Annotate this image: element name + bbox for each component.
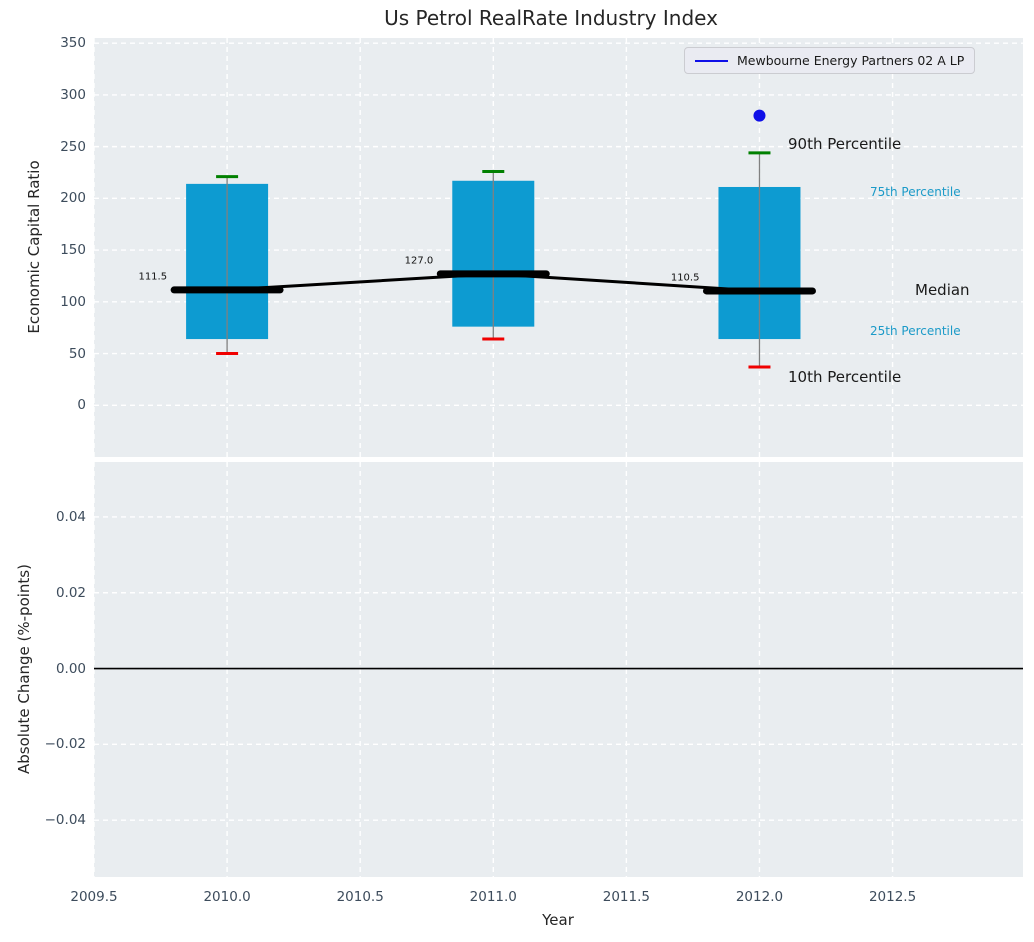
bottom-y-tick-label: 0.04 — [55, 508, 86, 525]
top-y-tick-label: 50 — [68, 345, 86, 362]
x-tick-label: 2011.0 — [469, 889, 517, 905]
legend: Mewbourne Energy Partners 02 A LP — [684, 47, 976, 74]
median-value-label: 127.0 — [404, 255, 434, 267]
median-value-label: 111.5 — [138, 271, 168, 283]
bottom-y-tick-label: −0.02 — [44, 736, 86, 753]
bottom-y-tick-label: 0.02 — [55, 584, 86, 601]
median-value-label: 110.5 — [670, 272, 700, 284]
x-tick-label: 2012.5 — [868, 889, 917, 905]
percentile-annotation: Median — [915, 281, 970, 299]
legend-label: Mewbourne Energy Partners 02 A LP — [737, 53, 965, 68]
x-tick-label: 2010.0 — [203, 889, 251, 905]
bottom-y-tick-label: −0.04 — [44, 812, 86, 829]
top-y-tick-label: 100 — [60, 293, 86, 310]
chart-title: Us Petrol RealRate Industry Index — [384, 6, 718, 30]
top-plot-area — [94, 38, 1023, 457]
top-y-tick-label: 200 — [60, 190, 86, 207]
x-tick-label: 2009.5 — [70, 889, 118, 905]
x-tick-label: 2012.0 — [735, 889, 784, 905]
percentile-annotation: 10th Percentile — [788, 368, 902, 386]
top-y-tick-label: 250 — [60, 138, 86, 155]
x-tick-label: 2010.5 — [336, 889, 384, 905]
top-y-tick-label: 0 — [77, 397, 86, 414]
percentile-annotation: 25th Percentile — [870, 324, 961, 338]
legend-line-sample — [695, 59, 728, 62]
top-y-tick-label: 350 — [60, 35, 86, 52]
top-y-tick-label: 150 — [60, 242, 86, 259]
bottom-plot-area — [94, 462, 1023, 877]
bottom-y-tick-label: 0.00 — [55, 660, 86, 677]
percentile-annotation: 90th Percentile — [788, 135, 902, 153]
x-axis-label: Year — [542, 911, 574, 929]
x-tick-label: 2011.5 — [602, 889, 650, 905]
percentile-annotation: 75th Percentile — [870, 185, 961, 199]
top-y-tick-label: 300 — [60, 86, 86, 103]
